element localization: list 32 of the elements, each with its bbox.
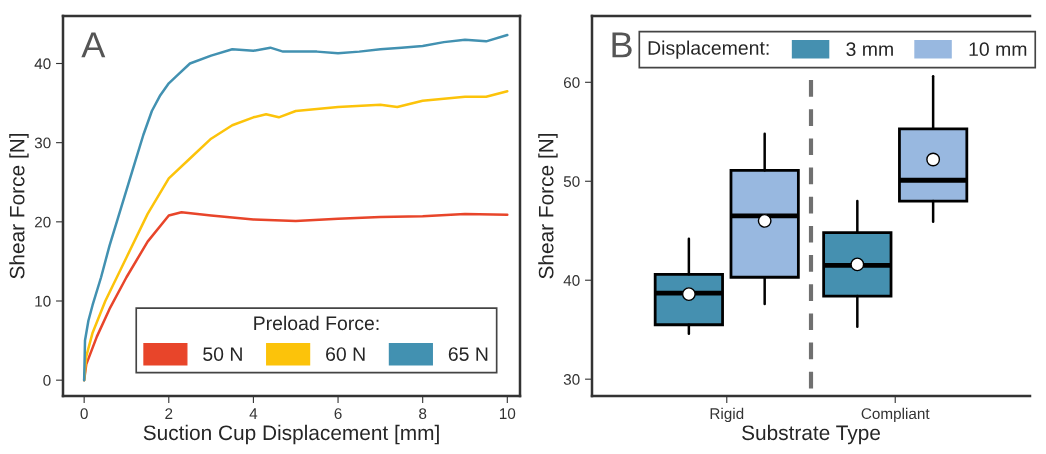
y-axis-title: Shear Force [N] [9, 133, 29, 279]
legend-label: 3 mm [846, 42, 893, 57]
legend-label: 50 N [203, 347, 242, 361]
y-tick-label: 0 [43, 375, 51, 386]
x-tick-label: 10 [499, 408, 516, 420]
line-series [82, 33, 509, 382]
x-tick-label: Compliant [861, 407, 930, 423]
y-tick-label: 30 [34, 137, 51, 149]
y-axis-title: Shear Force [N] [538, 133, 558, 279]
x-tick-label: 2 [165, 408, 173, 419]
x-axis-title: Substrate Type [742, 424, 880, 445]
y-tick-label: 50 [563, 176, 580, 187]
x-tick-label: 4 [249, 408, 258, 419]
x-axis-title: Suction Cup Displacement [mm] [143, 424, 439, 445]
legend-label: 65 N [448, 347, 488, 361]
y-tick-label: 20 [34, 216, 51, 228]
x-tick-label: 6 [334, 408, 342, 420]
legend-title: Preload Force: [254, 315, 379, 331]
x-tick-label: Rigid [710, 407, 744, 423]
annotation: A [81, 32, 106, 58]
annotation: B [612, 32, 632, 58]
x-tick-label: 0 [80, 408, 88, 420]
y-tick-label: 10 [35, 295, 51, 307]
line-series [82, 89, 509, 382]
y-tick-label: 30 [563, 374, 580, 385]
x-tick-label: 8 [419, 408, 427, 420]
y-tick-label: 40 [563, 275, 580, 286]
legend-title: Displacement: [648, 40, 769, 59]
legend-label: 10 mm [969, 42, 1027, 57]
y-tick-label: 40 [34, 58, 51, 70]
legend-label: 60 N [326, 347, 365, 361]
y-tick-label: 60 [563, 77, 580, 88]
